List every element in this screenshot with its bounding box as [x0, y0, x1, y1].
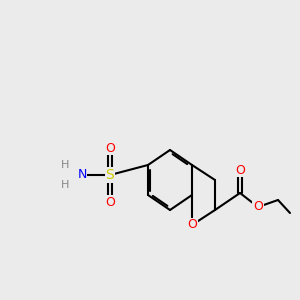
Text: O: O: [105, 196, 115, 208]
Text: H: H: [61, 180, 69, 190]
Text: N: N: [77, 169, 87, 182]
Text: O: O: [253, 200, 263, 214]
Text: O: O: [235, 164, 245, 176]
Text: O: O: [187, 218, 197, 232]
Text: S: S: [106, 168, 114, 182]
Text: O: O: [105, 142, 115, 154]
Text: H: H: [61, 160, 69, 170]
